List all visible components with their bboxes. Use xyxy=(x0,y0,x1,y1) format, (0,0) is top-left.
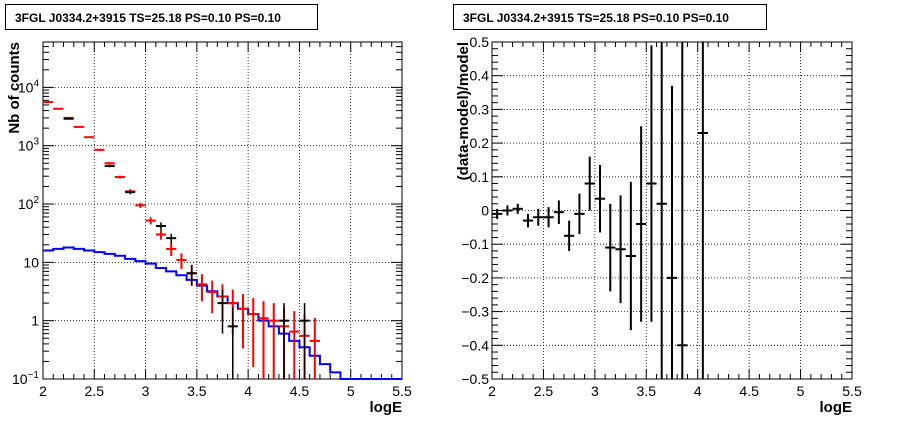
y-tick-label: 1 xyxy=(31,313,39,329)
residual-point xyxy=(636,126,647,322)
data-point xyxy=(299,303,310,379)
residual-point xyxy=(646,45,657,322)
y-tick-label: 0.3 xyxy=(470,101,490,117)
y-tick-label: −0.4 xyxy=(461,337,489,353)
residuals-chart-title: 3FGL J0334.2+3915 TS=25.18 PS=0.10 PS=0.… xyxy=(453,4,767,30)
x-tick-label: 5.5 xyxy=(842,383,862,399)
data-point xyxy=(227,307,238,379)
residual-point xyxy=(533,208,544,226)
x-tick-label: 3 xyxy=(591,383,599,399)
residual-point xyxy=(492,208,503,219)
y-tick-label: 102 xyxy=(18,195,40,212)
model-bin xyxy=(135,202,146,209)
y-tick-label: −0.5 xyxy=(461,371,489,387)
y-tick-label: 0.5 xyxy=(470,34,490,50)
data-point xyxy=(125,190,136,195)
model-bin xyxy=(84,136,95,139)
y-tick-label: 10−1 xyxy=(12,370,39,387)
model-bin xyxy=(268,303,279,379)
x-tick-label: 3.5 xyxy=(187,383,207,399)
x-tick-label: 5.5 xyxy=(392,383,412,399)
model-bin xyxy=(53,107,64,110)
model-bin xyxy=(309,317,320,379)
x-tick-label: 5 xyxy=(797,383,805,399)
x-tick-label: 2.5 xyxy=(85,383,105,399)
residuals-panel: 2 2.5 3 3.5 4 4.5 5 5.5 −0.5 −0.4 −0.3 −0.2 −0.1 0 0.1… xyxy=(455,34,862,416)
residual-point xyxy=(584,156,595,211)
model-bin xyxy=(104,162,115,165)
x-tick-label: 5 xyxy=(347,383,355,399)
model-bin xyxy=(289,311,300,379)
x-tick-label: 4.5 xyxy=(290,383,310,399)
residual-point xyxy=(615,195,626,304)
x-tick-label: 3 xyxy=(142,383,150,399)
residual-point xyxy=(697,42,708,379)
residual-point xyxy=(553,200,564,224)
y-tick-label: 103 xyxy=(18,137,40,154)
model-bin xyxy=(176,253,187,270)
residual-point xyxy=(522,213,534,228)
residual-point xyxy=(543,207,554,228)
y-tick-label: 0 xyxy=(481,203,489,219)
y-axis-title: (data-model)/model xyxy=(455,42,472,180)
data-point xyxy=(279,303,290,379)
residual-point xyxy=(574,193,585,235)
residual-point xyxy=(677,42,688,379)
x-tick-label: 4 xyxy=(244,383,252,399)
model-bin xyxy=(94,148,105,151)
residual-point xyxy=(594,165,606,233)
model-bin xyxy=(114,175,126,179)
residual-point xyxy=(502,205,513,216)
plot-frame xyxy=(42,41,403,380)
counts-panel: 2 2.5 3 3.5 4 4.5 5 5.5 10−1 1 10 102 103 104 logE Nb o… xyxy=(6,41,412,416)
model-bin xyxy=(145,217,156,225)
residual-point xyxy=(605,203,616,292)
x-tick-label: 4.5 xyxy=(739,383,759,399)
data-point xyxy=(155,222,166,231)
data-point xyxy=(104,164,115,168)
residual-point xyxy=(625,181,636,331)
y-tick-label: 0.1 xyxy=(470,169,490,185)
y-tick-label: −0.1 xyxy=(461,236,489,252)
residual-point xyxy=(666,85,678,379)
data-point xyxy=(217,289,228,334)
y-tick-label: −0.3 xyxy=(461,304,489,320)
x-tick-label: 4 xyxy=(694,383,702,399)
y-tick-label: −0.2 xyxy=(461,270,489,286)
residual-point xyxy=(656,42,667,379)
x-axis-title: logE xyxy=(820,399,853,416)
y-axis-title: Nb of counts xyxy=(6,42,23,134)
x-tick-label: 2.5 xyxy=(534,383,554,399)
model-histogram-line xyxy=(43,246,402,380)
y-tick-label: 104 xyxy=(18,78,40,95)
model-bin xyxy=(248,298,259,368)
model-bin xyxy=(237,294,249,349)
data-point xyxy=(166,233,177,244)
model-bin xyxy=(155,230,167,240)
residual-point xyxy=(512,203,523,214)
x-tick-label: 2 xyxy=(39,383,47,399)
model-bin xyxy=(258,301,269,379)
model-bin xyxy=(166,243,177,256)
x-tick-label: 2 xyxy=(488,383,496,399)
y-tick-label: 0.2 xyxy=(470,135,490,151)
residual-point xyxy=(564,220,575,251)
x-tick-label: 3.5 xyxy=(637,383,657,399)
model-bin xyxy=(73,125,85,128)
model-bin xyxy=(43,101,54,104)
data-point xyxy=(186,265,197,286)
model-bin xyxy=(196,274,208,302)
x-axis-title: logE xyxy=(370,399,403,416)
data-point xyxy=(63,117,74,120)
y-tick-label: 0.4 xyxy=(470,68,490,84)
counts-chart-title: 3FGL J0334.2+3915 TS=25.18 PS=0.10 PS=0.… xyxy=(5,4,318,30)
model-bin xyxy=(207,280,218,314)
y-tick-label: 10 xyxy=(23,254,39,270)
